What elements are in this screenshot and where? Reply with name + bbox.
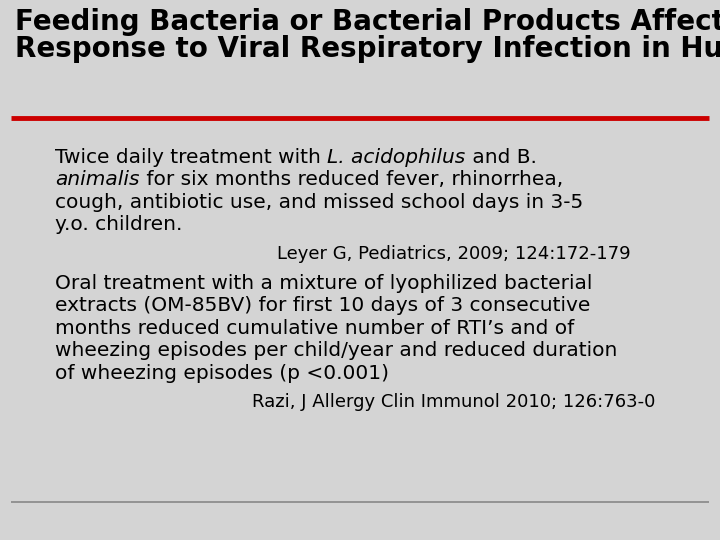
Text: Razi, J Allergy Clin Immunol 2010; 126:763-0: Razi, J Allergy Clin Immunol 2010; 126:7… xyxy=(252,393,655,411)
Text: Leyer G, Pediatrics, 2009; 124:172-179: Leyer G, Pediatrics, 2009; 124:172-179 xyxy=(276,245,631,262)
Text: Feeding Bacteria or Bacterial Products Affects: Feeding Bacteria or Bacterial Products A… xyxy=(15,8,720,36)
Text: y.o. children.: y.o. children. xyxy=(55,215,182,234)
Text: of wheezing episodes (p <0.001): of wheezing episodes (p <0.001) xyxy=(55,364,389,383)
Text: Oral treatment with a mixture of lyophilized bacterial: Oral treatment with a mixture of lyophil… xyxy=(55,274,593,293)
Text: for six months reduced fever, rhinorrhea,: for six months reduced fever, rhinorrhea… xyxy=(140,171,563,190)
Text: L. acidophilus: L. acidophilus xyxy=(328,148,466,167)
Text: wheezing episodes per child/year and reduced duration: wheezing episodes per child/year and red… xyxy=(55,341,617,360)
Text: and B.: and B. xyxy=(466,148,536,167)
Text: extracts (OM-85BV) for first 10 days of 3 consecutive: extracts (OM-85BV) for first 10 days of … xyxy=(55,296,590,315)
Text: months reduced cumulative number of RTI’s and of: months reduced cumulative number of RTI’… xyxy=(55,319,575,338)
Text: cough, antibiotic use, and missed school days in 3-5: cough, antibiotic use, and missed school… xyxy=(55,193,583,212)
Text: animalis: animalis xyxy=(55,171,140,190)
Text: Twice daily treatment with: Twice daily treatment with xyxy=(55,148,328,167)
Text: Response to Viral Respiratory Infection in Humans: Response to Viral Respiratory Infection … xyxy=(15,35,720,63)
